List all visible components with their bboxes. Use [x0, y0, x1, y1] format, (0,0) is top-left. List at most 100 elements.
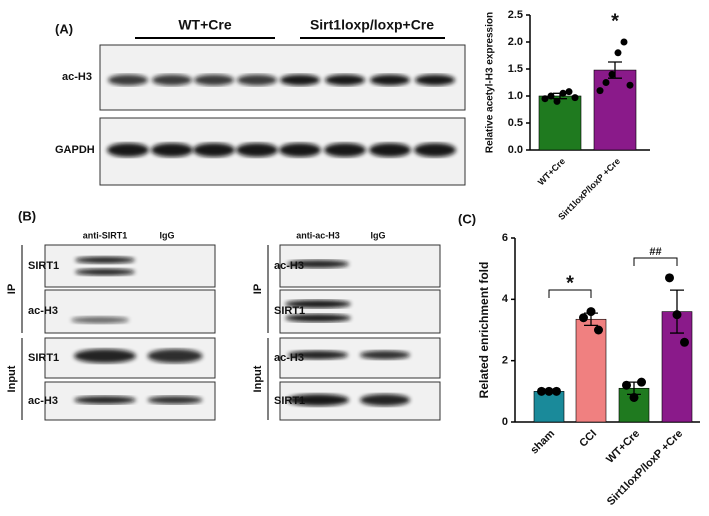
group-label: Input — [252, 365, 264, 392]
point — [629, 392, 639, 402]
y-tick-label: 1.5 — [508, 63, 523, 75]
band — [414, 143, 456, 157]
point — [602, 79, 610, 86]
row-label: ac-H3 — [28, 305, 58, 317]
band — [287, 394, 349, 406]
y-tick-label: 0.5 — [508, 117, 523, 129]
x-tick-label: Sirt1loxP/loxP +Cre — [605, 428, 685, 508]
row-label: ac-H3 — [62, 71, 92, 83]
band — [237, 74, 277, 86]
panel-label: (B) — [18, 208, 36, 223]
point — [571, 94, 579, 102]
group-label: Input — [6, 365, 18, 392]
y-tick-label: 1.0 — [508, 90, 523, 102]
band — [415, 74, 455, 86]
point — [552, 386, 561, 396]
band — [152, 74, 192, 86]
band — [107, 143, 149, 157]
row-label: ac-H3 — [28, 395, 58, 407]
bracket — [548, 289, 592, 298]
row-label: SIRT1 — [274, 395, 305, 407]
annotation: * — [611, 10, 619, 32]
band — [287, 260, 349, 268]
blot — [44, 289, 216, 334]
point — [596, 87, 604, 95]
band — [369, 143, 411, 157]
point — [579, 313, 588, 323]
band — [360, 394, 410, 406]
band — [325, 74, 365, 86]
row-label: SIRT1 — [274, 305, 305, 317]
column-label: anti-ac-H3 — [296, 230, 340, 240]
blot — [279, 289, 441, 334]
band — [75, 268, 135, 276]
x-tick-label: sham — [528, 428, 557, 457]
point — [665, 273, 674, 283]
point — [622, 380, 631, 390]
column-label: anti-SIRT1 — [83, 230, 128, 240]
band — [193, 143, 235, 157]
point — [544, 386, 554, 396]
band — [288, 350, 348, 360]
band — [285, 314, 351, 322]
band — [285, 300, 351, 308]
point — [586, 307, 596, 317]
point — [547, 92, 555, 100]
bar — [533, 391, 565, 423]
annotation: ## — [649, 246, 661, 258]
point — [608, 70, 616, 78]
band — [280, 74, 320, 86]
row-label: GAPDH — [55, 144, 95, 156]
point — [559, 89, 567, 97]
row-label: ac-H3 — [274, 352, 304, 364]
band — [147, 396, 203, 404]
point — [553, 97, 561, 105]
bar — [538, 95, 582, 151]
annotation: * — [566, 272, 574, 294]
y-axis-title: Related enrichment fold — [477, 262, 491, 399]
point — [614, 49, 622, 57]
x-tick-label: WT+Cre — [536, 156, 567, 187]
row-label: SIRT1 — [28, 352, 59, 364]
x-tick-label: WT+Cre — [604, 428, 642, 466]
bracket — [633, 257, 678, 266]
x-tick-label: CCI — [577, 428, 599, 450]
bar — [575, 318, 607, 423]
y-tick-label: 0 — [502, 416, 508, 428]
band — [75, 256, 135, 264]
group-label: WT+Cre — [178, 17, 232, 33]
band — [74, 396, 136, 404]
group-label: IP — [6, 284, 18, 294]
row-label: SIRT1 — [28, 260, 59, 272]
point — [620, 38, 628, 46]
y-tick-label: 6 — [502, 232, 508, 244]
group-label: IP — [252, 284, 264, 294]
y-tick-label: 4 — [502, 293, 509, 305]
band — [360, 350, 410, 360]
point — [672, 310, 682, 320]
point — [537, 386, 546, 396]
blot — [44, 244, 216, 288]
y-axis-title: Relative acetyl-H3 expression — [485, 12, 496, 153]
row-label: ac-H3 — [274, 260, 304, 272]
panel-label: (C) — [458, 211, 476, 226]
point — [637, 377, 646, 387]
column-label: IgG — [371, 230, 386, 240]
y-tick-label: 2.0 — [508, 36, 523, 48]
band — [147, 349, 203, 363]
point — [626, 81, 634, 89]
point — [541, 95, 549, 103]
panel-label: (A) — [55, 21, 73, 36]
x-tick-label: Sirt1loxP/loxP +Cre — [556, 156, 622, 222]
band — [236, 143, 278, 157]
column-label: IgG — [160, 230, 175, 240]
band — [370, 74, 410, 86]
y-tick-label: 2 — [502, 355, 508, 367]
point — [594, 325, 603, 335]
point — [565, 88, 573, 96]
band — [74, 349, 136, 363]
band — [151, 143, 193, 157]
band — [279, 143, 321, 157]
band — [324, 143, 366, 157]
